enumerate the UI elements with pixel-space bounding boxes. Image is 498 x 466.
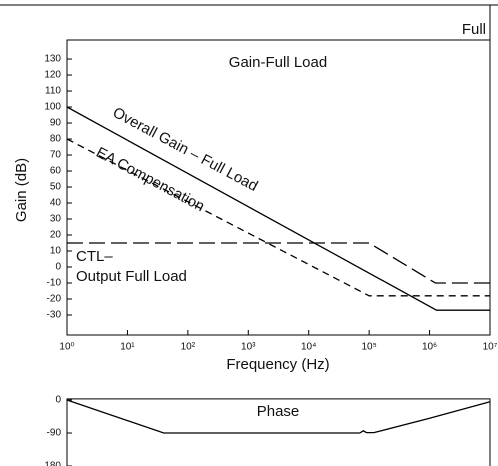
x-tick-label: 10² <box>181 342 196 353</box>
header: Full <box>462 21 486 38</box>
x-tick-label: 10⁵ <box>362 342 377 353</box>
chart-title: Phase <box>257 403 300 420</box>
y-tick-label: 110 <box>45 86 61 97</box>
y-tick-label: 0 <box>55 262 61 273</box>
x-tick-label: 10¹ <box>120 342 135 353</box>
y-tick-label: 40 <box>50 198 62 209</box>
y-axis-label: Gain (dB) <box>13 158 30 222</box>
line <box>67 242 490 284</box>
chart-title: Gain-Full Load <box>229 54 327 71</box>
y-tick-label: 80 <box>50 134 62 145</box>
y-tick-label: -30 <box>47 310 62 321</box>
y-tick-label: 30 <box>50 214 62 225</box>
y-tick-label: 100 <box>44 102 61 113</box>
x-tick-label: 10⁰ <box>59 342 74 353</box>
plot-frame <box>66 39 491 336</box>
x-tick-label: 10⁶ <box>422 342 437 353</box>
annotation: Overall Gain – Full Load <box>110 104 261 195</box>
y-tick-label: 180 <box>44 461 61 466</box>
x-tick-label: 10⁴ <box>301 342 316 353</box>
x-tick-label: 10³ <box>241 342 256 353</box>
x-axis-label: Frequency (Hz) <box>226 356 329 373</box>
y-tick-label: -20 <box>47 294 62 305</box>
y-tick-label: -10 <box>47 278 62 289</box>
plot-frame <box>66 398 491 466</box>
y-tick-label: 20 <box>50 230 62 241</box>
line <box>66 106 490 311</box>
y-tick-label: -90 <box>47 428 62 439</box>
line <box>66 138 490 297</box>
y-tick-label: 10 <box>50 246 62 257</box>
y-tick-label: 0 <box>55 395 61 406</box>
annotation: Output Full Load <box>76 268 187 285</box>
y-tick-label: 50 <box>50 182 62 193</box>
annotation: CTL– <box>76 248 113 265</box>
x-tick-label: 10⁷ <box>483 342 498 353</box>
y-tick-label: 60 <box>50 166 62 177</box>
y-tick-label: 70 <box>50 150 62 161</box>
y-tick-label: 120 <box>44 70 61 81</box>
y-tick-label: 90 <box>50 118 62 129</box>
line <box>66 399 491 434</box>
y-tick-label: 130 <box>44 54 61 65</box>
